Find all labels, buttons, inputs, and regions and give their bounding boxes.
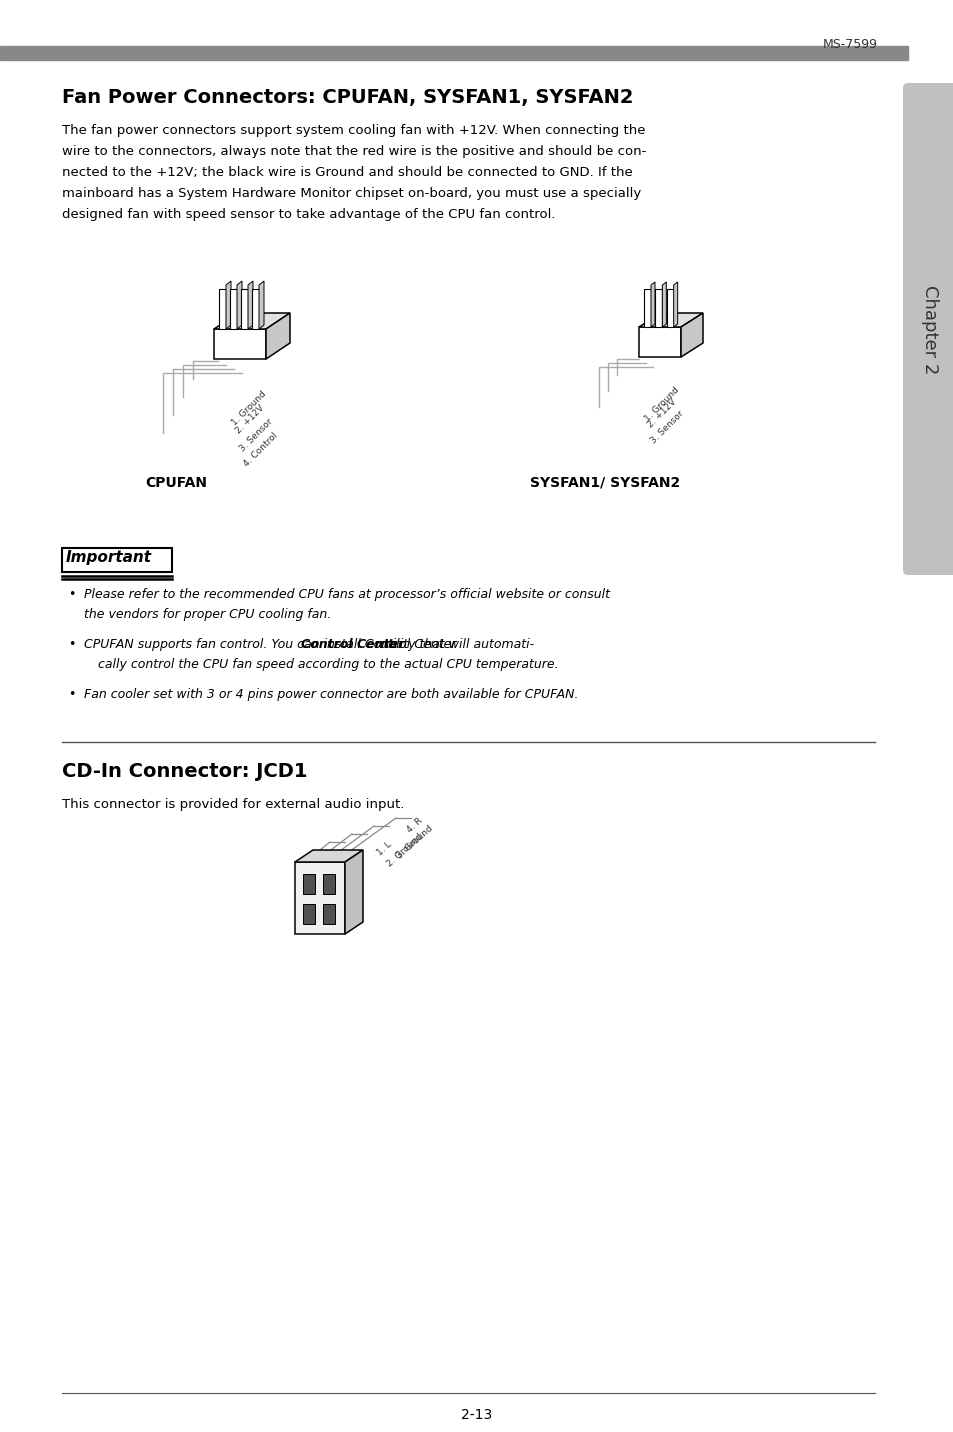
Bar (323, 874, 335, 894)
Text: Please refer to the recommended CPU fans at processor’s official website or cons: Please refer to the recommended CPU fans… (84, 589, 609, 601)
Bar (252, 289, 258, 329)
Text: 2-13: 2-13 (461, 1408, 492, 1422)
Text: 3. Sensor: 3. Sensor (237, 417, 274, 454)
Polygon shape (650, 282, 655, 326)
Polygon shape (639, 326, 680, 357)
Bar (303, 904, 314, 924)
Text: 3. Sensor: 3. Sensor (648, 410, 684, 445)
Text: SYSFAN1/ SYSFAN2: SYSFAN1/ SYSFAN2 (530, 475, 679, 490)
Text: 1. Ground: 1. Ground (642, 385, 680, 422)
Polygon shape (213, 314, 290, 329)
Text: 1. L: 1. L (375, 841, 393, 858)
Text: 2. +12V: 2. +12V (233, 402, 266, 435)
Text: Important: Important (66, 550, 152, 566)
Polygon shape (266, 314, 290, 359)
Text: 4. Control: 4. Control (242, 431, 279, 468)
Polygon shape (680, 314, 702, 357)
Bar (219, 289, 226, 329)
Text: MS-7599: MS-7599 (822, 39, 877, 52)
Bar (323, 904, 335, 924)
Polygon shape (213, 329, 266, 359)
Polygon shape (345, 851, 363, 934)
Bar (62, 548, 172, 571)
Text: utility that will automati-: utility that will automati- (375, 639, 534, 652)
Polygon shape (661, 282, 665, 326)
Polygon shape (236, 281, 242, 329)
Bar (655, 289, 661, 326)
Text: 4. R: 4. R (405, 816, 424, 835)
Text: designed fan with speed sensor to take advantage of the CPU fan control.: designed fan with speed sensor to take a… (62, 208, 555, 221)
Polygon shape (639, 314, 702, 326)
Polygon shape (673, 282, 677, 326)
Text: 3. Ground: 3. Ground (395, 823, 434, 861)
Text: CPUFAN: CPUFAN (145, 475, 207, 490)
Text: Chapter 2: Chapter 2 (920, 285, 938, 375)
Polygon shape (258, 281, 264, 329)
Text: the vendors for proper CPU cooling fan.: the vendors for proper CPU cooling fan. (84, 609, 331, 621)
Text: •: • (68, 589, 75, 601)
Text: nected to the +12V; the black wire is Ground and should be connected to GND. If : nected to the +12V; the black wire is Gr… (62, 166, 632, 179)
Bar (0, 46, 907, 60)
Text: Control Center: Control Center (300, 639, 404, 652)
Text: Fan Power Connectors: CPUFAN, SYSFAN1, SYSFAN2: Fan Power Connectors: CPUFAN, SYSFAN1, S… (62, 87, 633, 107)
Polygon shape (294, 862, 345, 934)
Text: •: • (68, 687, 75, 702)
Text: •: • (68, 639, 75, 652)
Text: mainboard has a System Hardware Monitor chipset on-board, you must use a special: mainboard has a System Hardware Monitor … (62, 188, 640, 200)
Bar (303, 874, 314, 894)
Text: 2. Ground: 2. Ground (385, 832, 424, 869)
Text: The fan power connectors support system cooling fan with +12V. When connecting t: The fan power connectors support system … (62, 125, 645, 137)
Text: 2. +12V: 2. +12V (645, 397, 678, 430)
Bar (230, 289, 236, 329)
Polygon shape (294, 851, 363, 862)
Polygon shape (226, 281, 231, 329)
Text: Fan cooler set with 3 or 4 pins power connector are both available for CPUFAN.: Fan cooler set with 3 or 4 pins power co… (84, 687, 578, 702)
Text: wire to the connectors, always note that the red wire is the positive and should: wire to the connectors, always note that… (62, 145, 646, 158)
Bar (241, 289, 248, 329)
Bar (666, 289, 673, 326)
Text: CPUFAN supports fan control. You can install Control Center: CPUFAN supports fan control. You can ins… (84, 639, 456, 652)
Text: 1. Ground: 1. Ground (230, 390, 268, 427)
Bar (643, 289, 650, 326)
FancyBboxPatch shape (902, 83, 953, 576)
Text: CD-In Connector: JCD1: CD-In Connector: JCD1 (62, 762, 307, 780)
Text: This connector is provided for external audio input.: This connector is provided for external … (62, 798, 404, 811)
Text: cally control the CPU fan speed according to the actual CPU temperature.: cally control the CPU fan speed accordin… (98, 657, 558, 672)
Polygon shape (248, 281, 253, 329)
